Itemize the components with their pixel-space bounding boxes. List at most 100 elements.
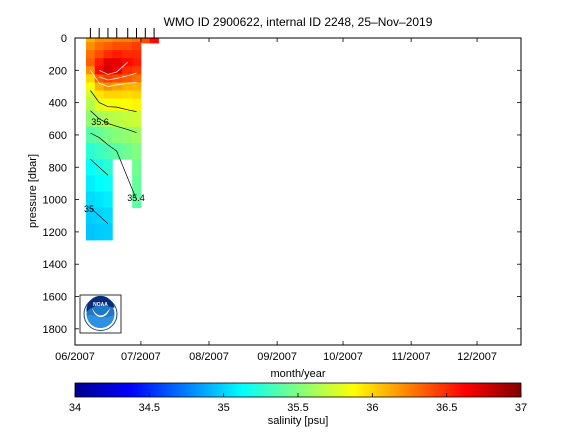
svg-text:NOAA: NOAA — [93, 302, 108, 308]
heatmap-cell — [112, 82, 123, 91]
heatmap-cell — [122, 98, 133, 112]
x-tick-label: 07/2007 — [121, 351, 161, 363]
heatmap-cell — [85, 126, 96, 144]
heatmap-cell — [94, 58, 104, 67]
heatmap-cell — [94, 98, 104, 112]
y-tick-label: 1400 — [43, 259, 67, 271]
heatmap-cell — [132, 66, 142, 75]
heatmap-cell — [103, 191, 113, 209]
heatmap-cell — [94, 126, 104, 144]
heatmap-cell — [85, 82, 96, 91]
y-tick-label: 400 — [49, 98, 67, 110]
x-tick-label: 06/2007 — [55, 351, 95, 363]
colorbar-tick-label: 35 — [218, 402, 230, 414]
heatmap-cell — [85, 175, 96, 192]
heatmap-cell — [122, 74, 133, 83]
heatmap-cell — [112, 143, 123, 160]
heatmap-cell — [103, 175, 113, 192]
x-tick-label: 09/2007 — [257, 351, 297, 363]
contour-line — [90, 110, 137, 133]
heatmap-cell — [103, 207, 113, 225]
heatmap-cell — [112, 66, 123, 75]
heatmap-cell — [85, 159, 96, 176]
y-tick-label: 1600 — [43, 292, 67, 304]
heatmap-cell — [103, 126, 113, 144]
contour-line-white — [90, 70, 137, 87]
colorbar-ticks: 34 34.5 35 35.5 36 36.5 37 — [69, 393, 527, 414]
heatmap-cell — [85, 50, 96, 59]
heatmap-cell — [103, 110, 113, 128]
heatmap-cell — [122, 82, 133, 91]
y-tick-label: 1200 — [43, 227, 67, 239]
heatmap-cell — [112, 74, 123, 83]
heatmap-cell — [122, 110, 133, 128]
heatmap-cell — [112, 50, 123, 59]
heatmap-cell — [122, 66, 133, 75]
heatmap-cell — [94, 175, 104, 192]
heatmap-cell — [140, 38, 151, 44]
colorbar-tick-label: 34.5 — [139, 402, 160, 414]
contour-label: 35.6 — [91, 117, 109, 127]
heatmap-cell — [103, 223, 113, 241]
heatmap-cell — [122, 42, 133, 51]
noaa-logo-icon: NOAA — [79, 294, 122, 334]
heatmap-cell — [103, 143, 113, 160]
colorbar-tick-label: 36 — [366, 402, 378, 414]
colorbar-label: salinity [psu] — [268, 415, 329, 427]
heatmap-cell — [85, 143, 96, 160]
heatmap-cell — [94, 50, 104, 59]
y-tick-label: 1000 — [43, 195, 67, 207]
heatmap-cell — [103, 98, 113, 112]
heatmap-cell — [94, 191, 104, 209]
x-tick-label: 10/2007 — [323, 351, 363, 363]
heatmap-cell — [132, 143, 142, 160]
heatmap-cell — [103, 74, 113, 83]
heatmap-cell — [103, 42, 113, 51]
heatmap-cell — [132, 74, 142, 83]
heatmap-cell — [122, 50, 133, 59]
heatmap-cell — [85, 38, 96, 43]
colorbar-tick-label: 36.5 — [436, 402, 457, 414]
heatmap-cell — [85, 74, 96, 83]
y-tick-label: 200 — [49, 65, 67, 77]
heatmap-cell — [85, 98, 96, 112]
y-axis-ticks: 0 200 400 600 800 1000 1200 1400 1600 1800 — [43, 33, 521, 336]
colorbar: 34 34.5 35 35.5 36 36.5 37 salinity [psu] — [69, 382, 527, 427]
heatmap-cell — [122, 38, 133, 43]
heatmap-cell — [149, 38, 159, 44]
heatmap-cell — [132, 42, 142, 51]
contour-lines — [90, 61, 137, 225]
heatmap-cell — [94, 82, 104, 91]
heatmap-cell — [103, 159, 113, 176]
heatmap-cell — [132, 58, 142, 67]
heatmap-cell — [112, 42, 123, 51]
heatmap-cell — [85, 110, 96, 128]
heatmap-cell — [94, 223, 104, 241]
heatmap-cell — [94, 143, 104, 160]
colorbar-tick-label: 34 — [69, 402, 81, 414]
y-tick-label: 1800 — [43, 324, 67, 336]
heatmap-cell — [132, 82, 142, 91]
contour-line — [90, 207, 109, 225]
heatmap-cell — [122, 126, 133, 144]
y-axis-label: pressure [dbar] — [27, 154, 39, 228]
x-tick-label: 08/2007 — [189, 351, 229, 363]
contour-line — [90, 158, 109, 176]
colorbar-tick-label: 35.5 — [287, 402, 308, 414]
heatmap-cell — [103, 50, 113, 59]
heatmap-cell — [85, 207, 96, 225]
contour-label: 35 — [84, 204, 94, 214]
x-tick-label: 11/2007 — [392, 351, 431, 363]
heatmap-cell — [94, 38, 104, 43]
heatmap-cell — [85, 223, 96, 241]
heatmap-cell — [132, 90, 142, 99]
contour-labels: 35.6 35 35.4 — [84, 117, 145, 214]
heatmap-cell — [132, 50, 142, 59]
salinity-heatmap — [85, 38, 159, 241]
heatmap-cell — [103, 90, 113, 99]
heatmap-cell — [112, 126, 123, 144]
heatmap-cell — [132, 38, 142, 43]
contour-label: 35.4 — [127, 193, 145, 203]
y-tick-label: 800 — [49, 162, 67, 174]
